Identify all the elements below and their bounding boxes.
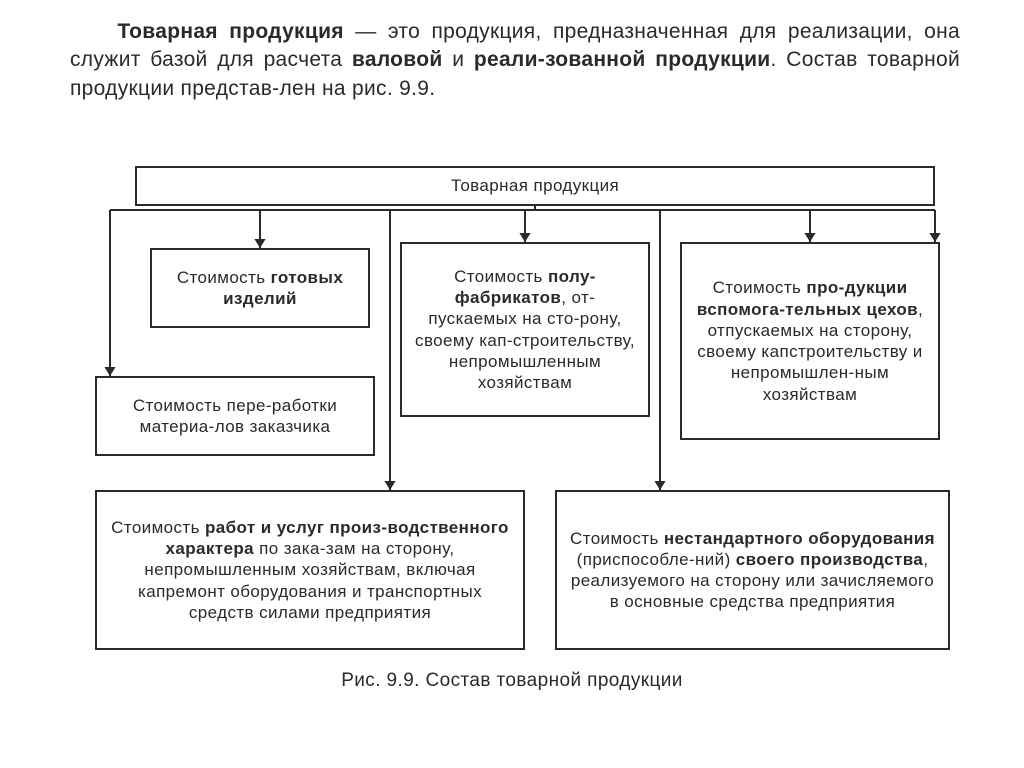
box-semi-finished: Стоимость полу-фабрикатов, от-пускаемых … bbox=[400, 242, 650, 417]
box-finished-goods: Стоимость готовых изделий bbox=[150, 248, 370, 328]
box-services: Стоимость работ и услуг произ-водственно… bbox=[95, 490, 525, 650]
root-box: Товарная продукция bbox=[135, 166, 935, 206]
para-lead: Товарная продукция bbox=[117, 20, 343, 43]
box-customer-materials: Стоимость пере-работки материа-лов заказ… bbox=[95, 376, 375, 456]
intro-paragraph: Товарная продукция — это продукция, пред… bbox=[70, 18, 960, 103]
figure-caption: Рис. 9.9. Состав товарной продукции bbox=[0, 670, 1024, 692]
box-auxiliary-shops: Стоимость про-дукции вспомога-тельных це… bbox=[680, 242, 940, 440]
box-nonstandard-equipment: Стоимость нестандартного оборудования (п… bbox=[555, 490, 950, 650]
